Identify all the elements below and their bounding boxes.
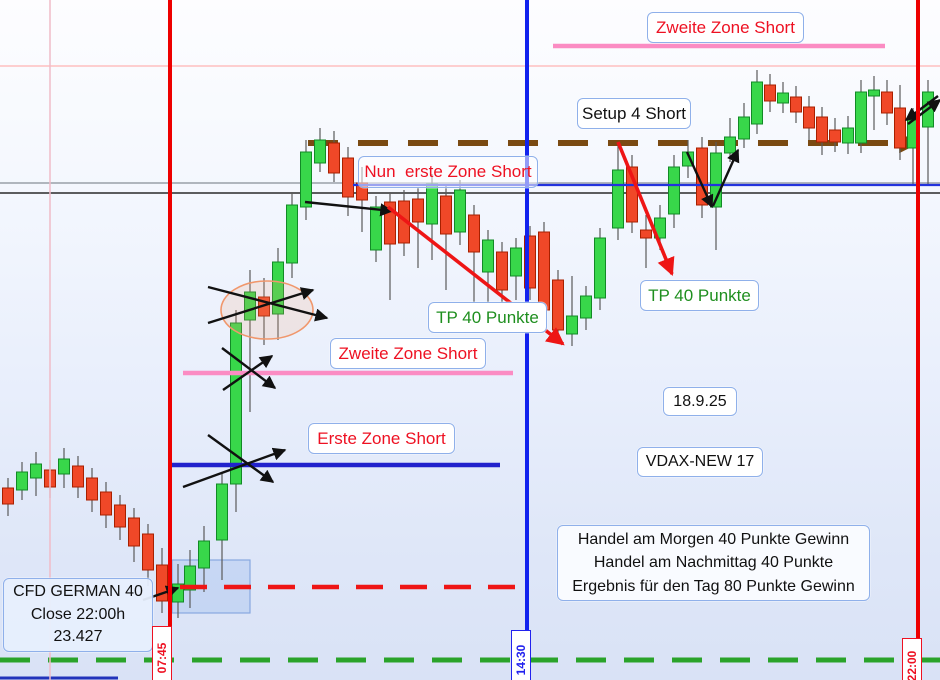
candle-body: [803, 106, 815, 129]
ellipse-cross-2: [207, 287, 315, 325]
candle-body: [668, 166, 680, 215]
annotation-erste-zone-short[interactable]: Erste Zone Short: [308, 423, 455, 454]
result-line-2: Handel am Nachmittag 40 Punkte: [593, 554, 834, 572]
time-tag-0745: 07:45: [152, 626, 172, 680]
candle-body: [440, 195, 452, 235]
candle-body: [855, 91, 867, 144]
candle-body: [342, 157, 354, 198]
v-up: [711, 148, 740, 207]
candle-body: [580, 295, 592, 319]
candle-body: [384, 201, 396, 245]
time-tag-2200: 22:00: [902, 638, 922, 680]
candle-body: [482, 239, 494, 273]
candle-body: [128, 517, 140, 547]
candle-body: [216, 483, 228, 541]
candle-body: [58, 458, 70, 475]
candle-body: [640, 229, 652, 239]
candle-body: [612, 169, 624, 229]
blue-cross-1: [182, 447, 287, 489]
candle-body: [894, 107, 906, 149]
candle-body: [816, 116, 828, 143]
candle-body: [230, 322, 242, 485]
candle-body: [524, 235, 536, 289]
candle-body: [300, 151, 312, 208]
candle-body: [764, 84, 776, 102]
candle-body: [286, 204, 298, 264]
candle-body: [626, 166, 638, 223]
candle-body: [30, 463, 42, 479]
candle-body: [510, 247, 522, 277]
candle-body: [738, 116, 750, 140]
right-v-up: [907, 99, 940, 125]
candle-body: [552, 279, 564, 331]
candle-body: [314, 139, 326, 164]
annotation-nun-erste-zone-short[interactable]: Nun erste Zone Short: [358, 156, 538, 188]
candle-body: [72, 465, 84, 488]
candle-body: [842, 127, 854, 144]
annotation-tp-40-punkte-left[interactable]: TP 40 Punkte: [428, 302, 547, 333]
candle-body: [566, 315, 578, 335]
candle-body: [412, 198, 424, 223]
pink-cross-2: [222, 355, 274, 391]
candle-body: [100, 491, 112, 516]
annotation-zweite-zone-short-mid[interactable]: Zweite Zone Short: [330, 338, 486, 369]
candle-body: [751, 81, 763, 125]
candle-body: [142, 533, 154, 571]
pink-cross-1: [221, 347, 277, 389]
session-lines: [49, 0, 920, 680]
cfd-line-1: CFD GERMAN 40: [13, 583, 143, 601]
candle-body: [496, 251, 508, 291]
annotation-vdax-new[interactable]: VDAX-NEW 17: [637, 447, 763, 477]
candle-body: [156, 564, 168, 602]
candle-body: [198, 540, 210, 569]
levels-over: [0, 43, 940, 663]
candle-body: [370, 206, 382, 251]
candle-body: [244, 291, 256, 321]
annotation-tp-40-punkte-right[interactable]: TP 40 Punkte: [640, 280, 759, 311]
annotation-result-panel[interactable]: Handel am Morgen 40 Punkte Gewinn Handel…: [557, 525, 870, 601]
ellipse-cross-1: [207, 285, 329, 322]
candle-body: [724, 136, 736, 154]
candle-body: [829, 129, 841, 143]
result-line-3: Ergebnis für den Tag 80 Punkte Gewinn: [572, 577, 855, 595]
candle-body: [86, 477, 98, 501]
candle-body: [454, 189, 466, 233]
candle-body: [426, 183, 438, 225]
tp-arrow-afternoon: [616, 141, 675, 276]
annotation-setup-4-short[interactable]: Setup 4 Short: [577, 98, 691, 129]
cfd-line-2: Close 22:00h: [30, 605, 126, 623]
v-down: [685, 151, 714, 209]
candle-body: [16, 471, 28, 491]
candle-body: [468, 214, 480, 253]
candle-body: [184, 565, 196, 591]
candle-body: [328, 142, 340, 174]
candle-body: [2, 487, 14, 505]
candle-body: [710, 152, 722, 208]
candle-body: [114, 504, 126, 528]
blue-cross-2: [207, 434, 275, 483]
candle-body: [790, 96, 802, 113]
annotation-zweite-zone-short-top[interactable]: Zweite Zone Short: [647, 12, 804, 43]
annotation-close-price[interactable]: CFD GERMAN 40 Close 22:00h 23.427: [3, 578, 153, 652]
time-tag-1430: 14:30: [511, 630, 531, 680]
candle-body: [777, 92, 789, 104]
result-line-1: Handel am Morgen 40 Punkte Gewinn: [577, 531, 850, 549]
candle-body: [594, 237, 606, 299]
candle-body: [881, 91, 893, 114]
trendline-peak: [304, 200, 394, 217]
cfd-line-3: 23.427: [53, 628, 103, 646]
annotation-date[interactable]: 18.9.25: [663, 387, 737, 416]
candle-body: [272, 261, 284, 315]
candle-body: [538, 231, 550, 311]
candle-body: [868, 89, 880, 97]
